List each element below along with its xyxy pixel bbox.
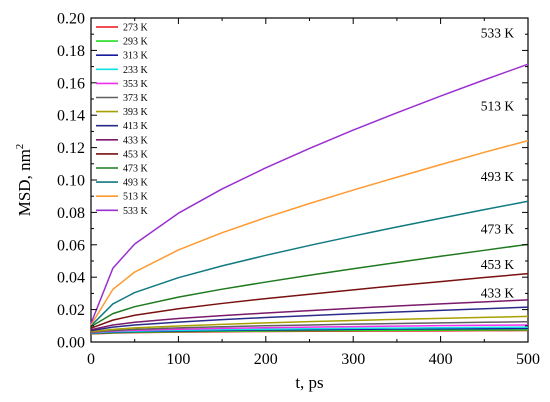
series-line-12: [90, 139, 529, 326]
x-tick-label: 500: [516, 351, 540, 368]
y-axis-title-superscript: 2: [14, 144, 26, 150]
legend-label: 413 K: [123, 121, 149, 132]
legend-label: 433 K: [123, 135, 149, 146]
y-tick-label: 0.00: [57, 335, 85, 352]
y-tick-label: 0.04: [57, 270, 85, 287]
legend-label: 353 K: [123, 79, 149, 90]
legend-label: 453 K: [123, 149, 149, 160]
series-line-5: [90, 321, 529, 334]
series-line-13: [90, 63, 529, 324]
y-tick-label: 0.14: [57, 108, 85, 125]
y-tick-label: 0.20: [57, 11, 85, 28]
x-axis-title: t, ps: [295, 373, 323, 392]
y-tick-label: 0.16: [57, 75, 85, 92]
y-tick-label: 0.18: [57, 43, 85, 60]
curve-annotation: 453 K: [481, 257, 515, 272]
y-tick-label: 0.10: [57, 173, 85, 190]
series-line-9: [90, 272, 529, 329]
y-tick-label: 0.08: [57, 205, 85, 222]
legend-label: 493 K: [123, 178, 149, 189]
x-tick-label: 0: [87, 351, 95, 368]
legend: 273 K 293 K 313 K 233 K 353 K 373 K 393 K 413 K…: [96, 23, 149, 217]
legend-label: 393 K: [123, 107, 149, 118]
curve-annotations: 533 K 513 K 493 K 473 K 453 K 433 K: [481, 25, 515, 300]
axis-ticks: 0 100 200 300 400 500 0.00 0.02 0.04 0.06 0.08 0.10…: [57, 11, 540, 369]
series-layer: [90, 63, 529, 335]
y-axis-title-main: MSD, nm: [15, 149, 34, 216]
curve-annotation: 533 K: [481, 25, 515, 40]
legend-label: 533 K: [123, 206, 149, 217]
x-tick-label: 200: [254, 351, 278, 368]
x-tick-label: 400: [429, 351, 453, 368]
series-line-7: [90, 306, 529, 332]
curve-annotation: 493 K: [481, 169, 515, 184]
legend-label: 513 K: [123, 192, 149, 203]
curve-annotation: 513 K: [481, 98, 515, 113]
series-line-11: [90, 200, 529, 327]
legend-label: 233 K: [123, 65, 149, 76]
series-line-3: [90, 326, 529, 334]
series-line-6: [90, 315, 529, 333]
legend-label: 293 K: [123, 37, 149, 48]
curve-annotation: 433 K: [481, 286, 515, 301]
x-tick-label: 100: [166, 351, 190, 368]
series-line-4: [90, 324, 529, 334]
x-tick-label: 300: [341, 351, 365, 368]
legend-label: 373 K: [123, 93, 149, 104]
legend-label: 473 K: [123, 164, 149, 175]
legend-label: 273 K: [123, 23, 149, 34]
curve-annotation: 473 K: [481, 222, 515, 237]
legend-label: 313 K: [123, 51, 149, 62]
series-line-8: [90, 299, 529, 331]
y-tick-label: 0.06: [57, 237, 85, 254]
y-tick-label: 0.02: [57, 302, 85, 319]
y-tick-label: 0.12: [57, 140, 85, 157]
series-line-10: [90, 243, 529, 328]
y-axis-title: MSD, nm2: [14, 144, 34, 217]
